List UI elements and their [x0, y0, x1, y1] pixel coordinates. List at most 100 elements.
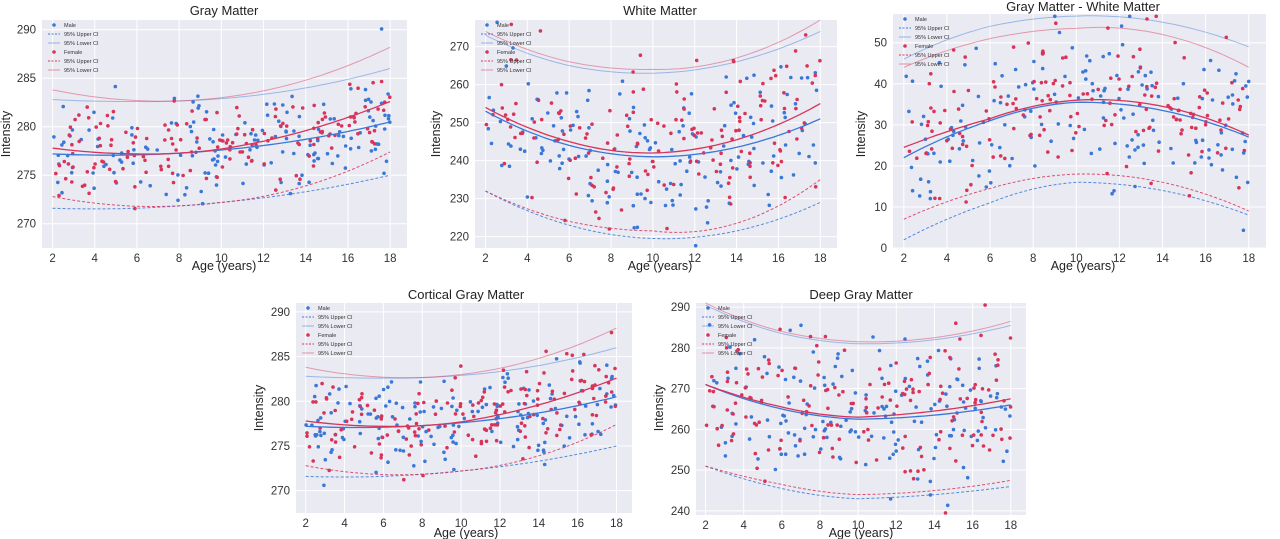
- female-point: [281, 121, 285, 126]
- female-point: [981, 444, 986, 448]
- female-point: [1109, 122, 1114, 127]
- male-point: [642, 123, 647, 127]
- male-point: [1089, 151, 1094, 156]
- male-point: [1220, 168, 1225, 172]
- male-point: [587, 88, 591, 93]
- male-point: [1151, 128, 1156, 133]
- male-point: [327, 392, 332, 396]
- female-point: [1141, 128, 1146, 133]
- y-tick-label: 260: [671, 424, 690, 436]
- male-point: [418, 380, 423, 384]
- female-point: [628, 157, 632, 161]
- male-point: [987, 169, 992, 173]
- y-tick-label: 30: [874, 120, 887, 132]
- male-point: [189, 129, 194, 134]
- female-point: [379, 453, 384, 457]
- female-point: [738, 119, 742, 124]
- male-point: [813, 71, 818, 75]
- female-point: [54, 171, 58, 176]
- fit-line: [903, 101, 1250, 159]
- male-point: [1234, 72, 1238, 76]
- y-tick-label: 290: [671, 302, 690, 314]
- female-point: [1240, 86, 1245, 91]
- female-point: [369, 451, 374, 455]
- male-point: [332, 117, 337, 121]
- female-point: [569, 377, 574, 382]
- female-point: [743, 111, 747, 116]
- female-point: [144, 136, 149, 141]
- female-point: [810, 423, 814, 428]
- female-point: [87, 191, 91, 196]
- female-point: [262, 162, 267, 166]
- male-point: [977, 174, 981, 178]
- female-point: [948, 355, 952, 360]
- female-point: [1021, 113, 1026, 117]
- female-point: [566, 176, 571, 181]
- male-point: [944, 392, 948, 396]
- female-point: [945, 138, 949, 143]
- female-point: [1012, 126, 1016, 131]
- female-point: [312, 142, 316, 147]
- male-point: [734, 366, 738, 371]
- male-point: [877, 348, 882, 353]
- female-point: [215, 175, 219, 180]
- x-tick-labels: 2 4 6 8 10 12 14 16 18: [49, 253, 396, 265]
- male-point: [576, 114, 580, 119]
- female-point: [731, 432, 736, 436]
- male-point: [620, 79, 625, 83]
- fit-line: [305, 377, 617, 428]
- male-point: [719, 184, 723, 188]
- lower-ci-line: [705, 465, 1011, 500]
- female-point: [250, 127, 255, 132]
- female-point: [952, 89, 956, 94]
- male-point: [791, 173, 796, 177]
- male-point: [678, 193, 682, 197]
- female-point: [624, 113, 629, 118]
- female-point: [926, 119, 931, 124]
- x-axis-label: Age (years): [1051, 259, 1116, 273]
- x-tick-label: 12: [257, 253, 270, 265]
- male-point: [400, 405, 405, 410]
- female-point: [675, 90, 679, 94]
- female-point: [592, 185, 596, 189]
- female-point: [262, 131, 267, 136]
- male-point: [457, 424, 461, 429]
- female-point: [631, 110, 636, 115]
- male-point: [863, 462, 868, 467]
- male-point: [312, 159, 316, 163]
- male-point: [1217, 68, 1221, 73]
- female-point: [645, 188, 649, 193]
- female-point: [124, 130, 128, 135]
- data-points: [52, 27, 392, 211]
- female-point: [324, 397, 329, 401]
- female-point: [1005, 102, 1009, 107]
- male-point: [102, 164, 106, 169]
- male-point: [732, 100, 736, 105]
- y-tick-label: 275: [17, 170, 36, 182]
- male-point: [318, 429, 322, 434]
- female-point: [291, 105, 295, 109]
- legend-label: Female: [318, 333, 336, 339]
- male-point: [288, 191, 293, 196]
- upper-ci-line: [903, 26, 1250, 68]
- x-tick-label: 8: [176, 253, 182, 265]
- female-point: [994, 378, 999, 382]
- female-point: [409, 444, 413, 448]
- female-point: [121, 166, 125, 171]
- male-point: [422, 409, 426, 414]
- grid: [475, 20, 837, 248]
- female-point: [377, 442, 382, 446]
- legend-label: Female: [915, 44, 933, 50]
- female-point: [1171, 115, 1176, 119]
- female-point: [635, 141, 640, 146]
- male-point: [384, 159, 389, 164]
- female-point: [951, 48, 956, 52]
- female-point: [646, 172, 650, 177]
- male-point: [781, 413, 785, 418]
- female-point: [1149, 94, 1154, 98]
- female-point: [586, 151, 591, 155]
- male-point: [677, 129, 681, 134]
- male-point: [503, 380, 507, 384]
- female-point: [370, 139, 374, 144]
- male-point: [490, 429, 494, 434]
